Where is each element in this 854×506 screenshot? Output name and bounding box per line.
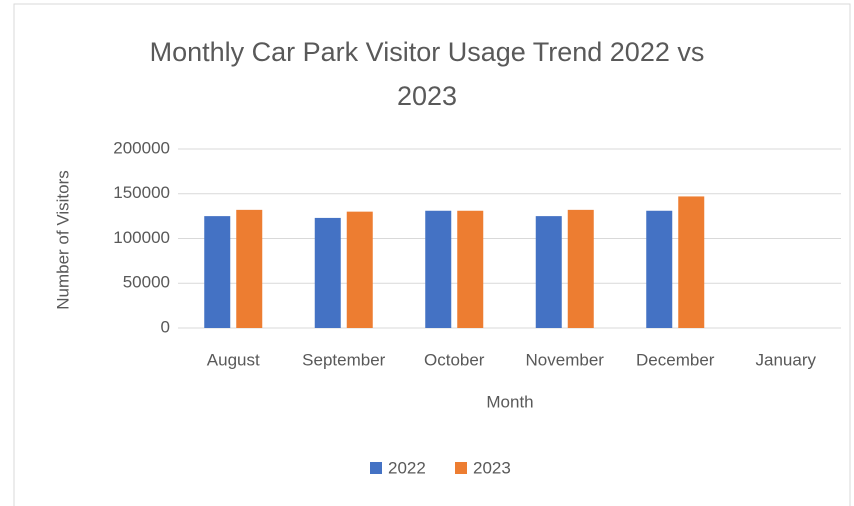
bar bbox=[678, 196, 705, 328]
bar bbox=[204, 216, 231, 328]
bar bbox=[457, 210, 484, 328]
x-tick-label: September bbox=[302, 350, 385, 369]
x-axis-title: Month bbox=[486, 392, 533, 411]
y-tick-label: 50000 bbox=[123, 273, 170, 292]
chart-border bbox=[13, 3, 851, 506]
legend-swatch bbox=[455, 462, 467, 474]
y-tick-label: 0 bbox=[161, 317, 170, 336]
y-tick-label: 150000 bbox=[113, 183, 170, 202]
bar bbox=[236, 209, 263, 328]
x-tick-label: October bbox=[424, 350, 485, 369]
bar bbox=[425, 210, 452, 328]
chart-title: Monthly Car Park Visitor Usage Trend 202… bbox=[149, 37, 705, 111]
legend-swatch bbox=[370, 462, 382, 474]
x-tick-label: January bbox=[756, 350, 817, 369]
x-tick-label: November bbox=[526, 350, 605, 369]
legend-label: 2023 bbox=[473, 458, 511, 477]
x-tick-label: August bbox=[207, 350, 260, 369]
bar bbox=[646, 210, 673, 328]
legend-label: 2022 bbox=[388, 458, 426, 477]
bar bbox=[535, 216, 562, 328]
y-tick-label: 100000 bbox=[113, 228, 170, 247]
bar bbox=[567, 209, 594, 328]
y-axis-title: Number of Visitors bbox=[53, 170, 72, 310]
x-tick-label: December bbox=[636, 350, 715, 369]
bar bbox=[346, 211, 373, 328]
y-tick-label: 200000 bbox=[113, 138, 170, 157]
bar bbox=[314, 217, 341, 328]
